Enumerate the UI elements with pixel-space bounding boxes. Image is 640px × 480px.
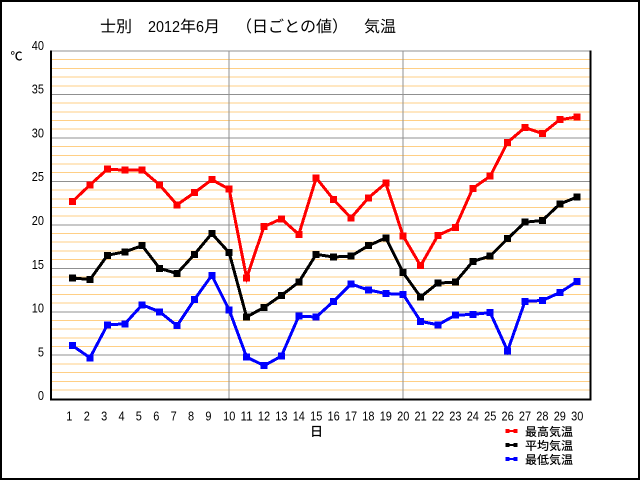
svg-text:30: 30: [32, 126, 44, 141]
svg-text:18: 18: [362, 408, 374, 423]
svg-text:9: 9: [205, 408, 211, 423]
svg-text:3: 3: [101, 408, 107, 423]
svg-text:15: 15: [32, 257, 44, 272]
svg-text:27: 27: [519, 408, 531, 423]
svg-text:35: 35: [32, 82, 44, 97]
svg-text:6: 6: [196, 19, 204, 36]
svg-text:10: 10: [223, 408, 235, 423]
svg-text:5: 5: [136, 408, 142, 423]
svg-text:19: 19: [380, 408, 392, 423]
svg-text:29: 29: [554, 408, 566, 423]
svg-text:0: 0: [38, 388, 44, 403]
svg-text:1: 1: [66, 408, 72, 423]
svg-text:15: 15: [310, 408, 322, 423]
svg-text:6: 6: [153, 408, 159, 423]
svg-text:4: 4: [119, 408, 125, 423]
svg-text:23: 23: [449, 408, 461, 423]
svg-text:2: 2: [84, 408, 90, 423]
svg-text:7: 7: [171, 408, 177, 423]
svg-text:12: 12: [258, 408, 270, 423]
svg-text:10: 10: [32, 301, 44, 316]
svg-text:14: 14: [293, 408, 305, 423]
svg-text:28: 28: [536, 408, 548, 423]
svg-text:22: 22: [432, 408, 444, 423]
svg-text:13: 13: [275, 408, 287, 423]
svg-text:8: 8: [188, 408, 194, 423]
svg-text:5: 5: [38, 344, 44, 359]
svg-text:21: 21: [415, 408, 427, 423]
svg-text:40: 40: [32, 38, 44, 53]
svg-text:2012: 2012: [148, 19, 180, 36]
svg-text:24: 24: [467, 408, 479, 423]
svg-text:25: 25: [484, 408, 496, 423]
svg-text:25: 25: [32, 169, 44, 184]
svg-text:30: 30: [571, 408, 583, 423]
svg-text:26: 26: [502, 408, 514, 423]
svg-text:20: 20: [397, 408, 409, 423]
svg-text:20: 20: [32, 213, 44, 228]
svg-text:17: 17: [345, 408, 357, 423]
svg-text:16: 16: [328, 408, 340, 423]
svg-text:11: 11: [241, 408, 253, 423]
